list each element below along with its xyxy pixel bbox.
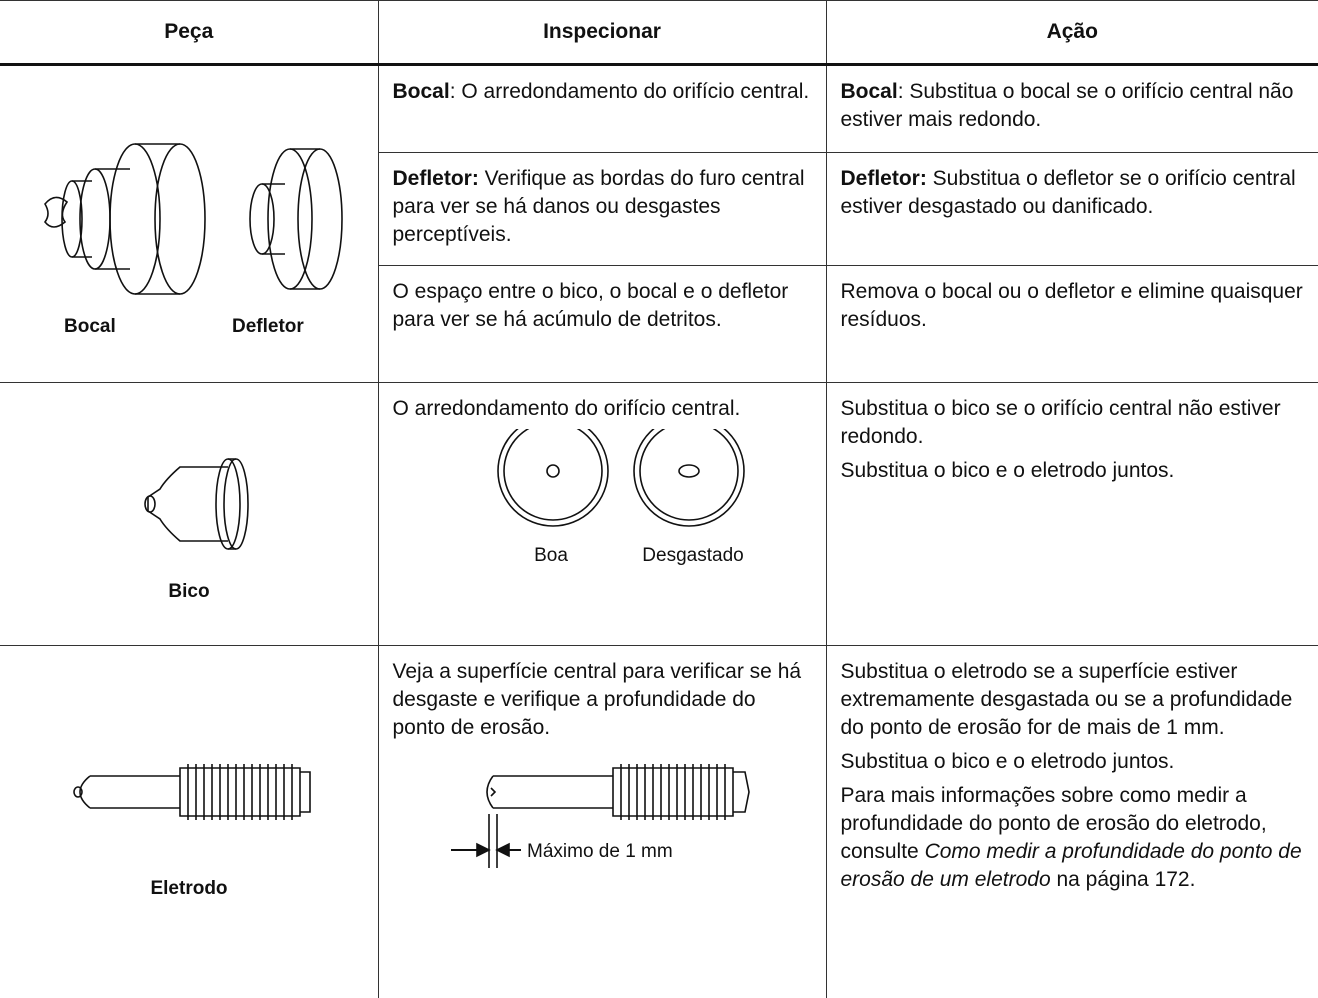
part-label: Bocal (64, 316, 116, 337)
text-run: Para mais informações sobre como medir a… (840, 784, 1267, 863)
text-run: Substitua o bico e o eletrodo juntos. (840, 459, 1175, 482)
text-run: Remova o bocal ou o defletor e elimine q… (840, 280, 1303, 331)
inspect-cell: Defletor: Verifique as bordas do furo ce… (377, 152, 826, 266)
paragraph: Bocal: O arredondamento do orifício cent… (393, 78, 812, 106)
row: Bico O arredondamento do orifício centra… (0, 382, 1318, 646)
text-run: Substitua o bico se o orifício central n… (840, 397, 1281, 448)
row: Eletrodo Veja a superfície central para … (0, 645, 1318, 998)
paragraph: Substitua o eletrodo se a superfície est… (841, 658, 1305, 742)
paragraph: Bocal: Substitua o bocal se o orifício c… (841, 78, 1305, 134)
part-cell: Eletrodo (0, 645, 378, 998)
part-label: Bico (168, 581, 209, 602)
inspect-cell: O arredondamento do orifício central. Bo… (377, 382, 826, 646)
inspect-cell: Bocal: O arredondamento do orifício cent… (377, 64, 826, 153)
text-run: Bocal (840, 80, 898, 103)
erosion-illustration: Máximo de 1 mm (450, 764, 750, 868)
nozzle-shield-illustration: Bocal Defletor (43, 143, 343, 337)
row: Defletor: Verifique as bordas do furo ce… (0, 152, 1318, 266)
text-run: Veja a superfície central para verificar… (392, 660, 802, 739)
header-row: Peça Inspecionar Ação (0, 0, 1318, 66)
text-run: Substitua o defletor se o orifício centr… (840, 167, 1296, 218)
header-cell: Inspecionar (377, 0, 826, 66)
inspect-cell: O espaço entre o bico, o bocal e o defle… (377, 265, 826, 383)
paragraph: Veja a superfície central para verificar… (393, 658, 812, 742)
inspect-cell: Veja a superfície central para verificar… (377, 645, 826, 998)
action-cell: Remova o bocal ou o defletor e elimine q… (825, 265, 1318, 383)
action-cell: Substitua o bico se o orifício central n… (825, 382, 1318, 646)
text-run: Defletor: (840, 167, 927, 190)
paragraph: O arredondamento do orifício central. (393, 395, 812, 423)
row: Bocal Defletor Bocal: O arredondamento d… (0, 64, 1318, 383)
paragraph: Defletor: Verifique as bordas do furo ce… (393, 165, 812, 249)
tip-illustration: Bico (144, 458, 249, 602)
paragraph: Remova o bocal ou o defletor e elimine q… (841, 278, 1305, 334)
text-run: Defletor: (392, 167, 479, 190)
paragraph: Substitua o bico e o eletrodo juntos. (841, 748, 1305, 776)
part-cell: Bocal Defletor (0, 64, 378, 383)
text-run: O espaço entre o bico, o bocal e o defle… (392, 280, 789, 331)
action-cell: Defletor: Substitua o defletor se o orif… (825, 152, 1318, 266)
figure-label: Boa (534, 545, 568, 566)
part-label: Defletor (232, 316, 304, 337)
figure-label: Máximo de 1 mm (527, 841, 673, 862)
text-run: Bocal (392, 80, 450, 103)
orifice-illustration: Boa Desgastado (496, 429, 745, 566)
paragraph: Substitua o bico e o eletrodo juntos. (841, 457, 1305, 485)
figure-label: Desgastado (642, 545, 743, 566)
inspect-text: O arredondamento do orifício central. (393, 395, 812, 423)
text-run: : Substitua o bocal se o orifício centra… (840, 80, 1294, 131)
paragraph: O espaço entre o bico, o bocal e o defle… (393, 278, 812, 334)
electrode-illustration: Eletrodo (73, 763, 311, 899)
text-run: Verifique as bordas do furo central para… (392, 167, 805, 246)
part-label: Eletrodo (150, 878, 227, 899)
text-run: Substitua o eletrodo se a superfície est… (840, 660, 1293, 739)
text-run: Como medir a profundidade do ponto de er… (840, 840, 1302, 891)
paragraph: Para mais informações sobre como medir a… (841, 782, 1305, 894)
text-run: na página 172. (1050, 868, 1196, 891)
part-cell: Bico (0, 382, 378, 646)
paragraph: Defletor: Substitua o defletor se o orif… (841, 165, 1305, 221)
header-cell: Peça (0, 0, 378, 66)
text-run: : O arredondamento do orifício central. (449, 80, 810, 103)
header-cell: Ação (825, 0, 1318, 66)
paragraph: Substitua o bico se o orifício central n… (841, 395, 1305, 451)
text-run: Substitua o bico e o eletrodo juntos. (840, 750, 1175, 773)
row: O espaço entre o bico, o bocal e o defle… (0, 265, 1318, 383)
action-cell: Substitua o eletrodo se a superfície est… (825, 645, 1318, 998)
inspect-text: Veja a superfície central para verificar… (393, 658, 812, 742)
action-cell: Bocal: Substitua o bocal se o orifício c… (825, 64, 1318, 153)
text-run: O arredondamento do orifício central. (392, 397, 741, 420)
